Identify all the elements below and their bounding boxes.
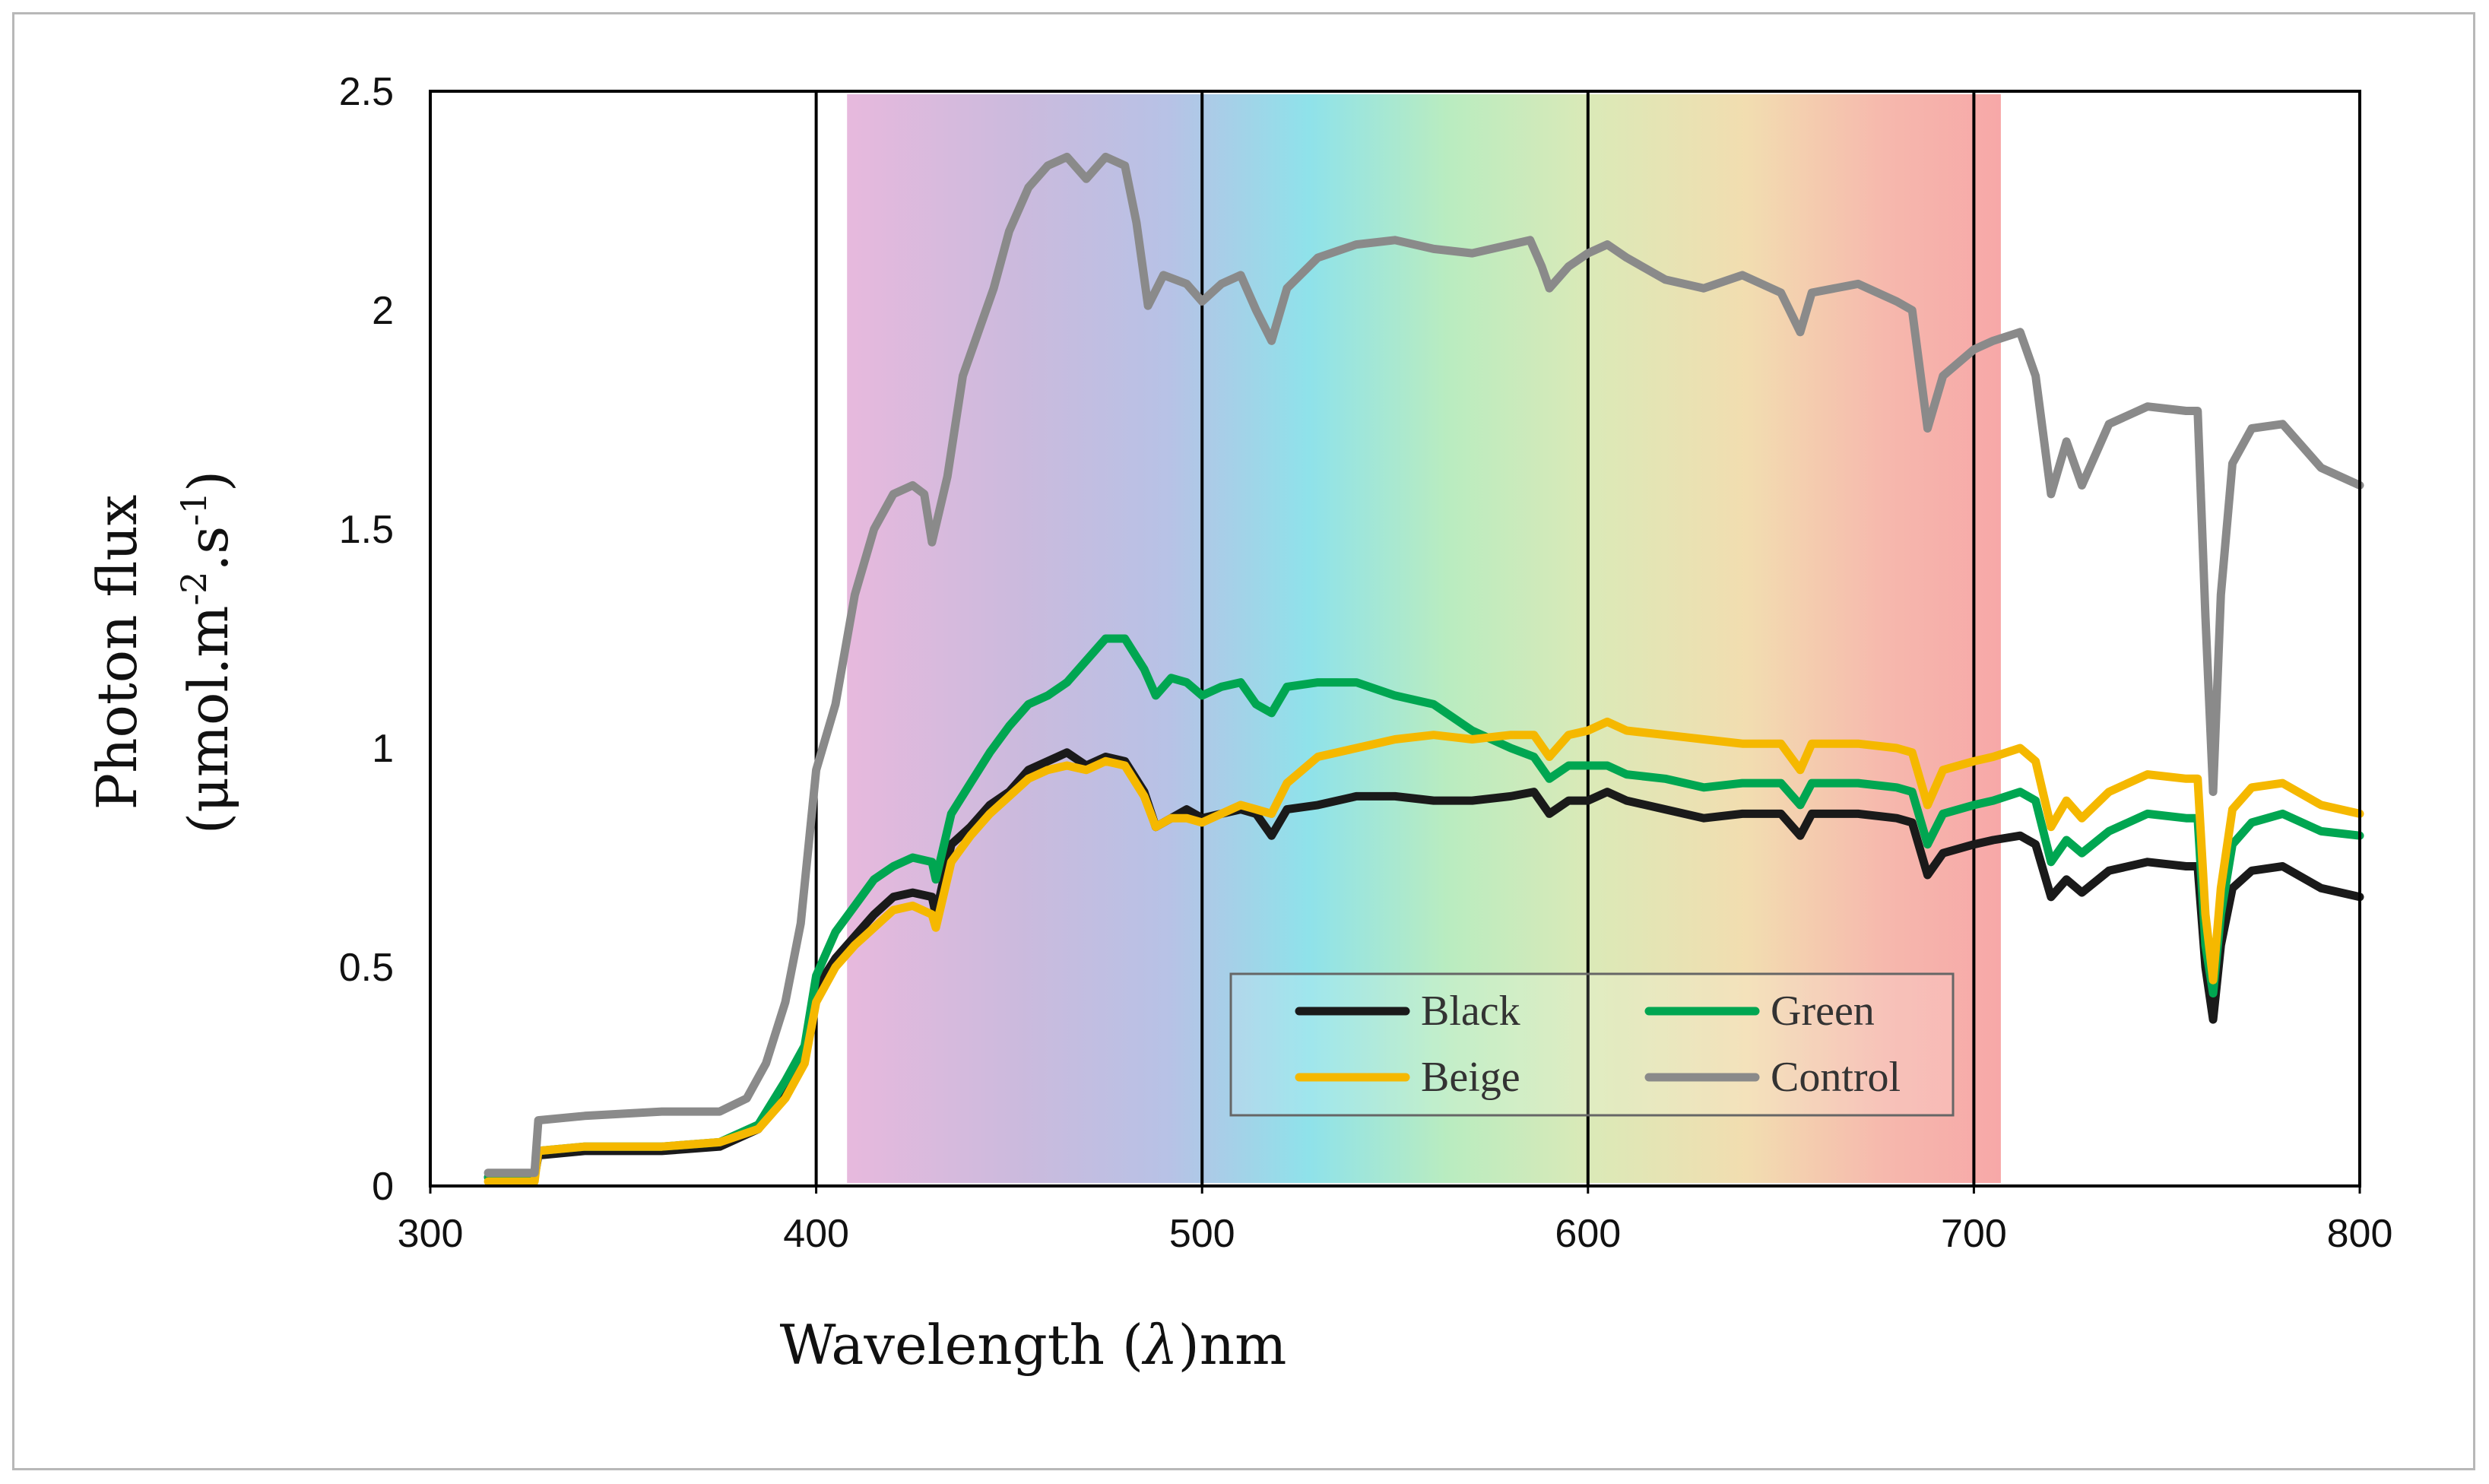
x-tick-label: 400 [783, 1212, 849, 1256]
legend-box [1229, 972, 1955, 1117]
visible-spectrum-band [847, 94, 2001, 1183]
y-axis-title-line1: Photon flux [85, 495, 149, 810]
legend-label-black: Black [1421, 988, 1520, 1035]
x-tick-label: 500 [1169, 1212, 1235, 1256]
x-tick-label: 700 [1941, 1212, 2007, 1256]
x-axis-ticks: 300 400 500 600 700 800 [398, 1186, 2393, 1256]
series-line-green [484, 634, 2364, 1181]
x-tick-label: 600 [1555, 1212, 1621, 1256]
figure-frame: 300 400 500 600 700 800 0 0.5 1 1.5 2 2.5 Waveleng… [12, 12, 2475, 1470]
series-line-black [484, 748, 2364, 1181]
legend-label-green: Green [1771, 988, 1875, 1035]
y-axis-ticks: 0 0.5 1 1.5 2 2.5 [339, 70, 394, 1209]
plot-area-border [429, 90, 2361, 1188]
y-tick-label: 2 [372, 289, 394, 333]
y-tick-label: 0.5 [339, 946, 394, 990]
lambda-symbol: λ [1141, 1313, 1178, 1377]
x-axis-title: Wavelength (λ)nm [780, 1313, 1287, 1377]
y-axis-title-line2: (μmol.m-2.s-1) [173, 471, 240, 834]
legend: Black Green Beige Control [1229, 972, 1955, 1117]
x-tick-label: 800 [2327, 1212, 2393, 1256]
series-lines [484, 152, 2364, 1186]
legend-label-beige: Beige [1421, 1054, 1520, 1101]
y-tick-label: 0 [372, 1165, 394, 1209]
series-line-control [484, 152, 2364, 1178]
y-tick-label: 1.5 [339, 508, 394, 552]
y-tick-label: 1 [372, 727, 394, 771]
x-tick-label: 300 [398, 1212, 464, 1256]
series-line-beige [484, 717, 2364, 1186]
y-tick-label: 2.5 [339, 70, 394, 114]
chart-svg: 300 400 500 600 700 800 0 0.5 1 1.5 2 2.5 Waveleng… [85, 70, 2393, 1377]
legend-label-control: Control [1771, 1054, 1901, 1101]
